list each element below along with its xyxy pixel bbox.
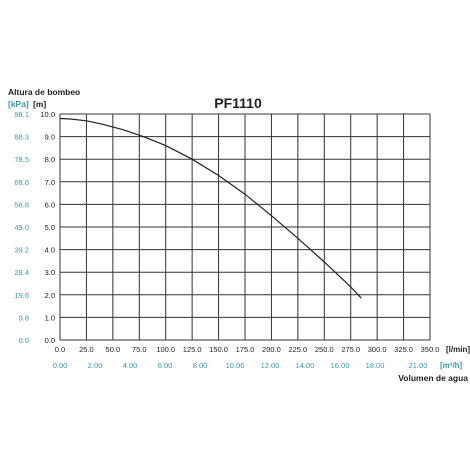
y2-tick-label: 19.6 [14, 291, 29, 300]
y2-unit-label: [kPa] [8, 99, 29, 109]
y2-tick-label: 98.1 [14, 110, 29, 119]
x-tick-label: 200.0 [262, 345, 281, 354]
chart-title: PF1110 [214, 95, 262, 111]
y-tick-label: 2.0 [45, 291, 55, 300]
y2-tick-label: 78.5 [14, 155, 29, 164]
y-tick-label: 3.0 [45, 268, 55, 277]
x-tick-label: 125.0 [183, 345, 202, 354]
x-unit-label: [l/min] [446, 345, 470, 354]
x2-tick-label: 8.00 [193, 361, 208, 370]
x-tick-label: 300.0 [368, 345, 387, 354]
y2-tick-label: 88.3 [14, 133, 29, 142]
y2-tick-label: 29.4 [14, 268, 29, 277]
y-tick-label: 10.0 [40, 110, 55, 119]
y2-tick-label: 68.6 [14, 178, 29, 187]
y2-tick-label: 39.2 [14, 246, 29, 255]
x2-tick-label: 21.00 [409, 361, 428, 370]
x2-tick-label: 0.00 [53, 361, 68, 370]
x-tick-label: 150.0 [209, 345, 228, 354]
x-tick-label: 275.0 [341, 345, 360, 354]
pump-curve-line [59, 117, 362, 299]
y2-tick-label: 49.0 [14, 223, 29, 232]
y-tick-label: 4.0 [45, 246, 55, 255]
y-tick-label: 5.0 [45, 223, 55, 232]
x-tick-label: 100.0 [156, 345, 175, 354]
x-tick-label: 250.0 [315, 345, 334, 354]
curve-layer [59, 117, 362, 299]
y-tick-label: 9.0 [45, 133, 55, 142]
y2-tick-label: 58.8 [14, 200, 29, 209]
x-tick-label: 350.0 [421, 345, 440, 354]
x2-tick-labels: 0.00 2.00 4.00 6.00 8.00 10.00 12.00 14.00 16.00… [53, 361, 428, 370]
grid [59, 113, 431, 341]
x-tick-labels: 0.0 25.0 50.0 75.0 100.0 125.0 150.0 175.0 200.0… [55, 345, 440, 354]
x2-tick-label: 12.00 [261, 361, 280, 370]
x2-tick-label: 14.00 [296, 361, 315, 370]
x-tick-label: 25.0 [79, 345, 94, 354]
y-tick-label: 7.0 [45, 178, 55, 187]
x-tick-label: 50.0 [106, 345, 121, 354]
x-tick-label: 0.0 [55, 345, 65, 354]
x2-tick-label: 16.00 [331, 361, 350, 370]
x-tick-label: 225.0 [288, 345, 307, 354]
y2-tick-label: 9.8 [19, 313, 29, 322]
x2-tick-label: 6.00 [158, 361, 173, 370]
y-tick-label: 1.0 [45, 313, 55, 322]
y-unit-label: [m] [33, 99, 46, 109]
x2-tick-label: 10.00 [226, 361, 245, 370]
y-axis-title: Altura de bombeo [8, 87, 80, 97]
x2-tick-label: 2.00 [88, 361, 103, 370]
y-tick-labels: 0.0 1.0 2.0 3.0 4.0 5.0 6.0 7.0 8.0 9.0 10.0 [40, 110, 55, 345]
y2-tick-label: 0.0 [19, 336, 29, 345]
x2-tick-label: 4.00 [123, 361, 138, 370]
x-tick-label: 175.0 [236, 345, 255, 354]
x-tick-label: 75.0 [132, 345, 147, 354]
x-axis-title: Volumen de agua [398, 373, 468, 383]
y2-tick-labels: 0.0 9.8 19.6 29.4 39.2 49.0 58.8 68.6 78.5 88.3 98… [14, 110, 29, 345]
y-tick-label: 8.0 [45, 155, 55, 164]
x2-unit-label: [m³/h] [440, 361, 463, 370]
x2-tick-label: 18.00 [366, 361, 385, 370]
y-tick-label: 6.0 [45, 200, 55, 209]
y-tick-label: 0.0 [45, 336, 55, 345]
x-tick-label: 325.0 [394, 345, 413, 354]
